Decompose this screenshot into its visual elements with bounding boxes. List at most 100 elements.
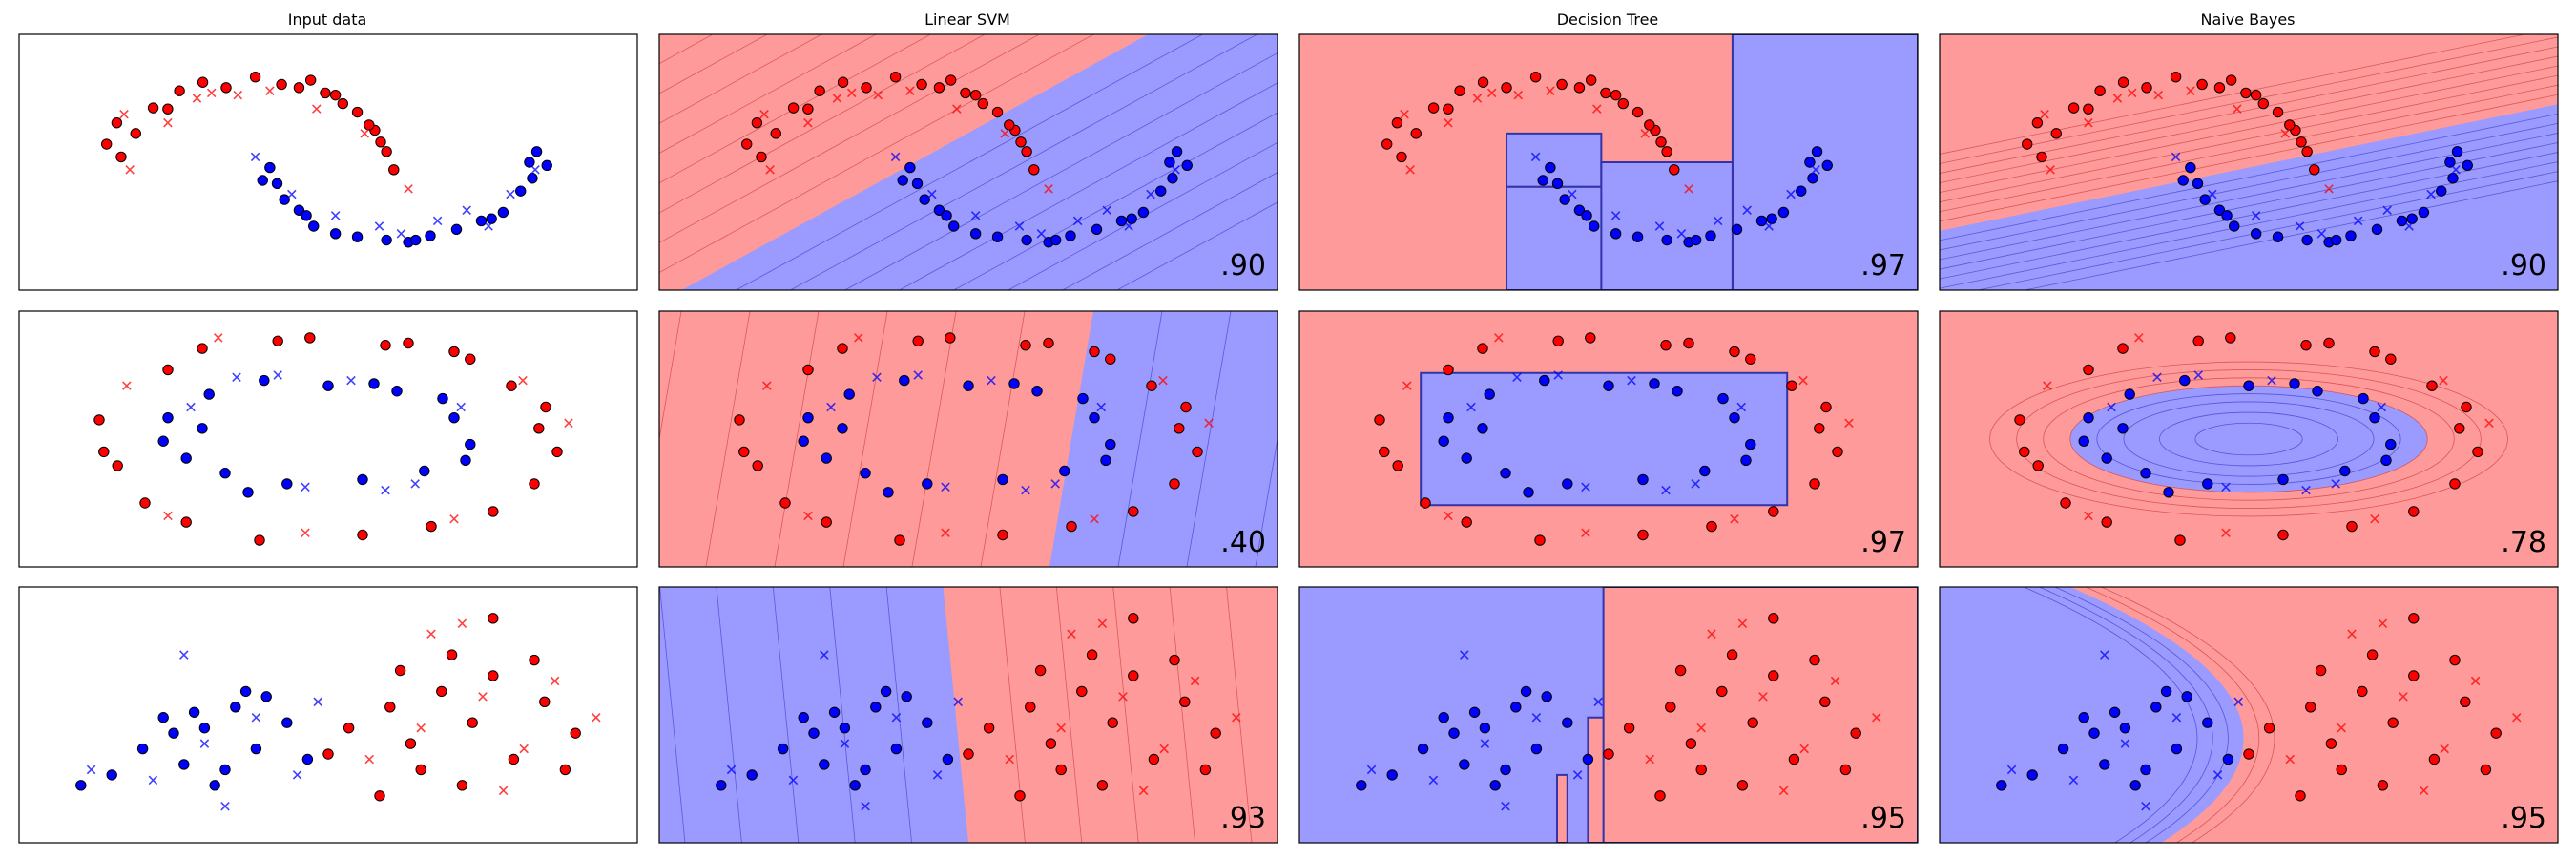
row3-input-data-train-point-red-14 <box>529 654 540 666</box>
row1-input-data-test-point-blue-9 <box>530 165 540 175</box>
row1-input-data-train-point-blue-15 <box>541 159 552 172</box>
row1-linear-svm-contour-6 <box>659 34 1040 243</box>
row3-naive-bayes-train-point-blue-15 <box>2160 685 2172 698</box>
row2-linear-svm-train-point-red-10 <box>1105 353 1116 365</box>
row2-naive-bayes-train-point-red-18 <box>2192 335 2204 346</box>
row1-decision-tree-train-point-blue-15 <box>1821 159 1833 172</box>
row1-linear-svm-test-point-red-3 <box>846 88 857 98</box>
row3-naive-bayes-train-point-blue-6 <box>2171 743 2183 755</box>
row1-linear-svm-train-point-blue-15 <box>1181 159 1193 172</box>
row3-naive-bayes-train-point-red-16 <box>2480 764 2492 776</box>
row1-input-data-train-point-blue-5 <box>329 228 342 240</box>
row1-decision-tree-train-point-blue-3 <box>1573 204 1586 216</box>
row1-naive-bayes-frame <box>1939 33 2559 291</box>
row3-decision-tree-train-point-blue-15 <box>1520 685 1532 698</box>
row3-input-data-train-point-blue-7 <box>281 717 293 728</box>
row2-decision-tree-train-point-blue-5 <box>1562 478 1573 490</box>
row1-linear-svm-train-point-red-1 <box>751 116 763 129</box>
row3-linear-svm-train-point-blue-11 <box>828 706 841 718</box>
row1-decision-tree-train-point-blue-5 <box>1610 228 1622 240</box>
row1-input-data-test-point-blue-3 <box>374 221 384 231</box>
row3-linear-svm-train-point-red-7 <box>1210 727 1221 739</box>
row1-naive-bayes-train-point-blue-3 <box>2213 204 2226 216</box>
row1-decision-tree-train-point-blue-0 <box>1545 161 1556 174</box>
row2-naive-bayes-train-point-blue-14 <box>2358 392 2369 405</box>
row3-naive-bayes-train-point-red-12 <box>2295 790 2306 802</box>
row1-linear-svm-train-point-red-20 <box>960 87 971 99</box>
row2-naive-bayes-test-point-blue-6 <box>2221 482 2231 492</box>
row1-naive-bayes-train-point-blue-21 <box>2444 157 2456 168</box>
row2-naive-bayes-train-point-blue-5 <box>2202 478 2213 490</box>
row1-naive-bayes-train-point-red-1 <box>2031 116 2044 129</box>
row3-input-data-train-point-blue-10 <box>136 743 149 755</box>
row2-naive-bayes-train-point-blue-11 <box>2385 438 2397 450</box>
row3-input-data-train-point-blue-4 <box>198 722 211 734</box>
row2-decision-tree-train-point-blue-0 <box>1443 411 1454 424</box>
row1-decision-tree-train-point-red-9 <box>1585 74 1597 86</box>
row3-decision-tree-train-point-red-4 <box>1768 670 1779 681</box>
row2-linear-svm-test-point-blue-2 <box>913 370 923 380</box>
row2-input-data-test-point-red-2 <box>301 528 310 538</box>
row3-decision-tree-test-point-red-5 <box>1778 786 1789 796</box>
row1-naive-bayes-train-point-red-4 <box>2094 85 2106 96</box>
row1-naive-bayes-train-point-red-16 <box>2213 82 2226 94</box>
row1-linear-svm-contour-13 <box>953 112 1278 290</box>
row2-naive-bayes-plot-area <box>1940 311 2558 567</box>
row3-naive-bayes-train-point-red-14 <box>2449 654 2461 666</box>
row1-linear-svm-train-point-red-8 <box>916 78 927 91</box>
row1-linear-svm-contour-9 <box>736 34 1203 290</box>
row3-input-data-train-point-red-6 <box>539 696 551 708</box>
row3-decision-tree-test-point-red-3 <box>1830 676 1840 686</box>
column-title-input-data: Input data <box>288 10 367 29</box>
row1-decision-tree-train-point-blue-9 <box>1705 230 1716 241</box>
row2-decision-tree-train-point-blue-7 <box>1637 473 1649 486</box>
row3-linear-svm-test-point-red-3 <box>1190 676 1200 686</box>
row3-decision-tree-plot-area <box>1299 587 1918 843</box>
row1-naive-bayes-contour-16 <box>2025 180 2558 290</box>
row2-linear-svm-test-point-red-0 <box>762 381 772 390</box>
row3-input-data-train-point-blue-9 <box>209 780 220 791</box>
row3-decision-tree-train-point-red-7 <box>1850 727 1861 739</box>
row1-decision-tree-panel: .97 <box>1298 33 1919 291</box>
row3-naive-bayes-train-point-blue-10 <box>2057 743 2069 755</box>
row2-linear-svm-train-point-red-2 <box>779 497 791 509</box>
row3-input-data-test-point-red-6 <box>364 754 374 765</box>
row2-decision-tree-plot-area <box>1299 311 1918 567</box>
row1-input-data-train-point-red-7 <box>249 71 261 83</box>
row2-linear-svm-test-point-red-4 <box>1158 375 1168 386</box>
row3-decision-tree-train-point-red-3 <box>1747 717 1758 728</box>
row1-input-data-test-point-blue-6 <box>462 205 471 216</box>
row3-linear-svm-test-point-red-6 <box>1005 754 1014 765</box>
row1-input-data-train-point-red-0 <box>100 138 113 150</box>
row1-linear-svm-train-point-blue-1 <box>911 178 924 190</box>
row2-naive-bayes-test-point-red-2 <box>2221 528 2231 538</box>
row3-input-data-test-point-red-8 <box>592 712 601 723</box>
row3-decision-tree-train-point-blue-8 <box>1541 691 1552 702</box>
row1-linear-svm-train-point-red-3 <box>787 102 800 114</box>
row3-input-data-train-point-red-13 <box>456 780 468 791</box>
row3-linear-svm-train-point-red-9 <box>1086 649 1098 660</box>
row1-naive-bayes-test-point-red-1 <box>2084 117 2093 128</box>
row3-linear-svm-train-point-red-1 <box>1045 738 1057 749</box>
row2-linear-svm-train-point-blue-4 <box>899 374 910 387</box>
row2-linear-svm-train-point-blue-0 <box>802 411 814 424</box>
row3-decision-tree-train-point-blue-7 <box>1562 717 1573 728</box>
row1-decision-tree-train-point-red-7 <box>1529 71 1542 83</box>
row2-decision-tree-train-point-red-14 <box>1820 401 1832 413</box>
row2-decision-tree-frame <box>1298 310 1919 568</box>
row3-decision-tree-train-point-red-11 <box>1623 722 1635 734</box>
row1-naive-bayes-test-point-blue-1 <box>2208 189 2217 199</box>
row2-input-data-train-point-blue-15 <box>368 378 380 389</box>
row3-decision-tree-region-box-2 <box>1587 716 1605 843</box>
row2-decision-tree-train-point-blue-3 <box>1500 468 1511 479</box>
row1-naive-bayes-train-point-blue-0 <box>2185 161 2196 174</box>
row1-decision-tree-test-point-red-8 <box>1684 184 1693 194</box>
row1-naive-bayes-train-point-blue-9 <box>2345 230 2357 241</box>
row3-linear-svm-train-point-red-3 <box>1107 717 1118 728</box>
row1-naive-bayes-contour-7 <box>1940 94 2558 222</box>
row1-input-data-test-point-red-3 <box>206 88 217 98</box>
row3-naive-bayes-train-point-red-5 <box>2428 753 2441 765</box>
row2-naive-bayes-train-point-red-19 <box>2454 423 2465 434</box>
row3-decision-tree-train-point-red-10 <box>1768 613 1779 624</box>
